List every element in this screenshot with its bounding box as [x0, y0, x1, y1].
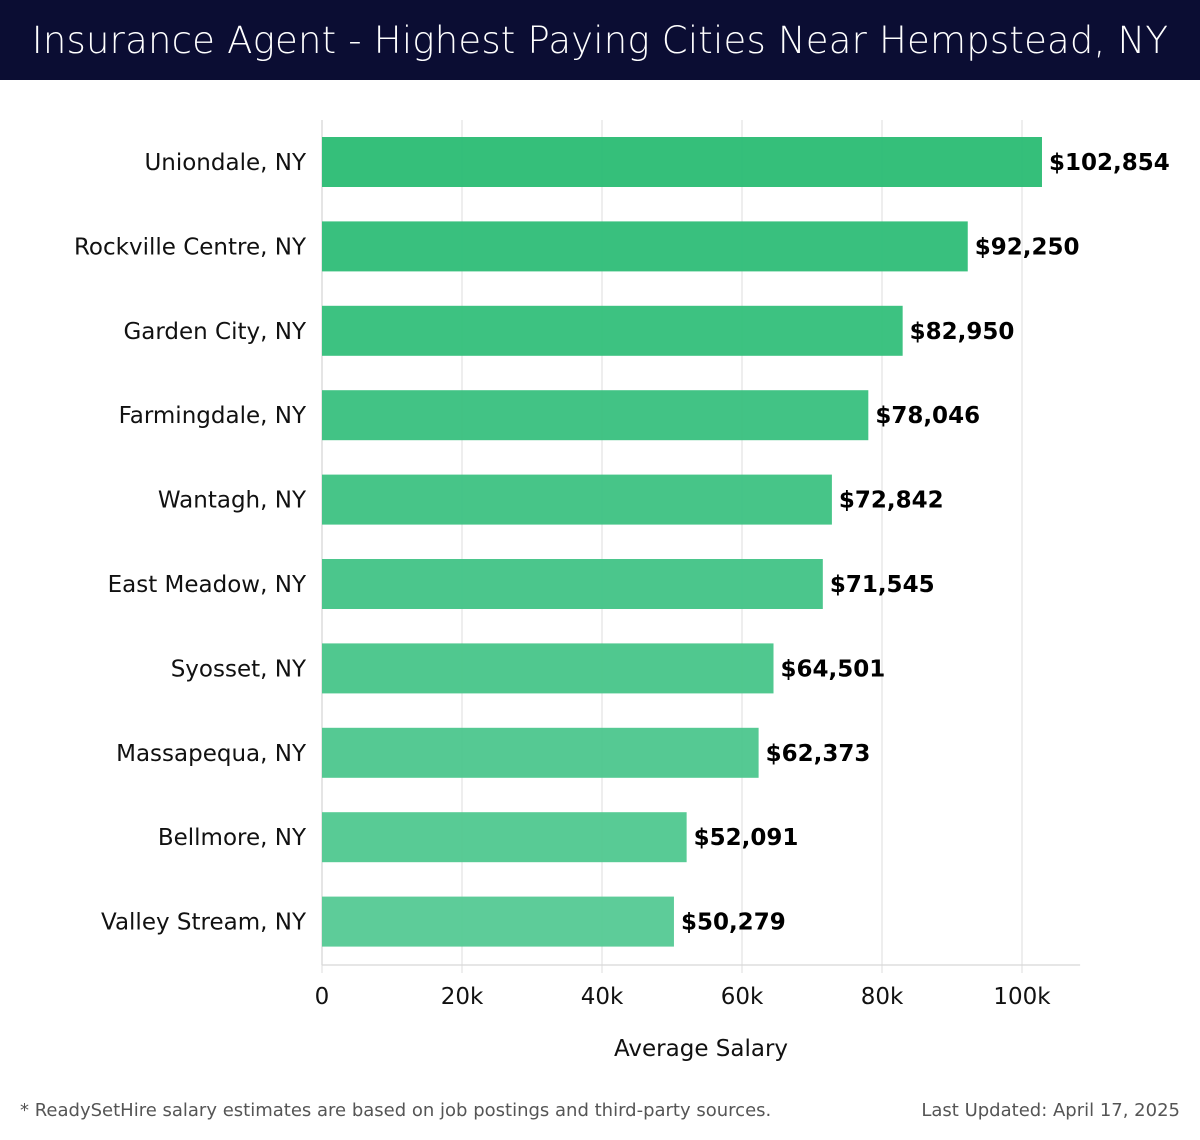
category-label: Garden City, NY — [123, 319, 307, 345]
category-label: Wantagh, NY — [158, 488, 307, 514]
last-updated: Last Updated: April 17, 2025 — [921, 1100, 1180, 1121]
x-tick-label: 0 — [315, 984, 330, 1010]
category-label: Massapequa, NY — [116, 741, 307, 767]
data-label: $92,250 — [975, 234, 1080, 260]
category-label: Valley Stream, NY — [101, 910, 307, 936]
category-label: Syosset, NY — [171, 656, 307, 682]
data-label: $72,842 — [839, 488, 944, 514]
bar — [322, 896, 674, 947]
category-label: Uniondale, NY — [144, 150, 307, 176]
bar — [322, 221, 968, 272]
footnote: * ReadySetHire salary estimates are base… — [20, 1100, 772, 1121]
bar-chart: Uniondale, NY $102,854 Rockville Centre, N… — [74, 120, 1170, 1062]
data-label: $102,854 — [1049, 150, 1170, 176]
x-axis-title: Average Salary — [614, 1036, 788, 1062]
x-tick-label: 60k — [721, 984, 764, 1010]
category-label: Farmingdale, NY — [119, 403, 307, 429]
bar — [322, 559, 823, 609]
bar — [322, 305, 903, 356]
bar — [322, 474, 832, 525]
x-tick-label: 40k — [581, 984, 624, 1010]
data-label: $82,950 — [910, 319, 1015, 345]
category-label: Rockville Centre, NY — [74, 234, 307, 260]
category-label: Bellmore, NY — [158, 825, 307, 851]
data-label: $71,545 — [830, 572, 935, 598]
bar — [322, 390, 869, 441]
data-label: $64,501 — [781, 656, 886, 682]
chart-title: Insurance Agent - Highest Paying Cities … — [0, 0, 1200, 80]
data-label: $52,091 — [694, 825, 799, 851]
x-tick-label: 80k — [861, 984, 904, 1010]
data-label: $78,046 — [875, 403, 980, 429]
data-label: $50,279 — [681, 910, 786, 936]
data-label: $62,373 — [766, 741, 871, 767]
x-tick-label: 100k — [993, 984, 1051, 1010]
bar — [322, 727, 759, 778]
x-tick-label: 20k — [441, 984, 484, 1010]
bar — [322, 643, 774, 694]
category-label: East Meadow, NY — [108, 572, 307, 598]
bar — [322, 137, 1042, 187]
bar — [322, 812, 687, 863]
